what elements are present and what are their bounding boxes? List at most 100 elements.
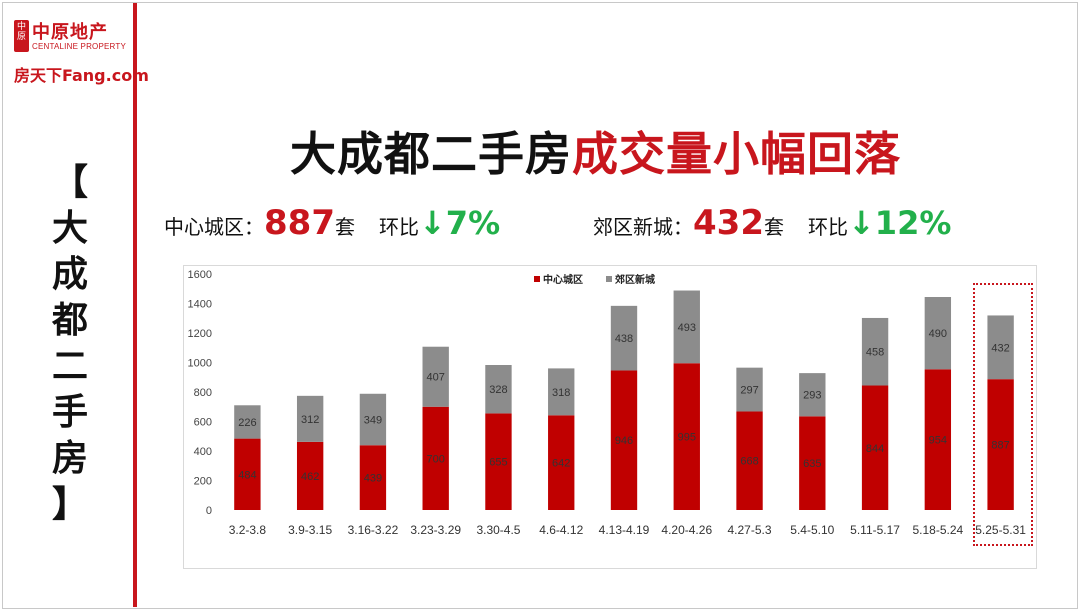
- y-tick-label: 1000: [188, 358, 212, 370]
- stat-suburb-mom-change: ↓12%: [847, 204, 952, 242]
- side-title-char: 大: [51, 208, 88, 249]
- bar-center: [234, 438, 261, 510]
- data-label-suburb: 226: [238, 417, 256, 429]
- y-tick-label: 1600: [188, 269, 212, 281]
- side-title-char: 房: [51, 438, 88, 479]
- fang-logo: 房天下Fang.com: [14, 66, 149, 85]
- data-label-center: 668: [740, 456, 758, 468]
- x-tick-label: 3.2-3.8: [229, 523, 267, 537]
- data-label-suburb: 493: [678, 322, 696, 334]
- data-label-suburb: 312: [301, 414, 319, 426]
- bar-suburb: [610, 305, 638, 371]
- bar-center: [673, 363, 700, 510]
- bar-suburb: [296, 395, 324, 442]
- centaline-name-en: CENTALINE PROPERTY: [32, 42, 126, 51]
- stat-suburb-unit: 套: [763, 215, 784, 239]
- y-tick-label: 400: [194, 446, 212, 458]
- x-tick-label: 4.27-5.3: [728, 523, 772, 537]
- side-title-char: 成: [51, 254, 88, 295]
- bar-center: [610, 370, 638, 510]
- bar-center: [296, 441, 324, 510]
- x-tick-label: 4.6-4.12: [539, 523, 583, 537]
- y-tick-label: 200: [194, 476, 212, 488]
- data-label-center: 844: [866, 443, 884, 455]
- legend-swatch-center: [534, 276, 540, 282]
- x-tick-label: 5.25-5.31: [975, 523, 1026, 537]
- x-tick-label: 3.9-3.15: [288, 523, 332, 537]
- stat-suburb-label: 郊区新城：: [593, 215, 693, 239]
- side-title-char: 都: [51, 300, 88, 341]
- page-title: 大成都二手房成交量小幅回落: [290, 118, 901, 184]
- data-label-suburb: 407: [427, 372, 445, 384]
- x-tick-label: 4.13-4.19: [599, 523, 650, 537]
- side-title-char: 二: [51, 346, 88, 387]
- bar-suburb: [234, 405, 261, 439]
- bar-center: [422, 406, 449, 510]
- side-title-char: 】: [51, 484, 88, 525]
- data-label-center: 484: [238, 469, 256, 481]
- centaline-badge-icon: 中原: [14, 20, 29, 52]
- data-label-suburb: 490: [929, 328, 947, 340]
- stat-center: 中心城区：887套 环比↓7%: [164, 203, 500, 243]
- x-tick-label: 3.30-4.5: [476, 523, 520, 537]
- data-label-suburb: 349: [364, 415, 382, 427]
- bar-suburb: [924, 297, 952, 370]
- bar-suburb: [799, 373, 826, 417]
- stat-center-value: 887: [264, 203, 335, 243]
- data-label-suburb: 318: [552, 387, 570, 399]
- legend-swatch-suburb: [606, 276, 612, 282]
- data-label-suburb: 432: [991, 342, 1009, 354]
- bar-center: [987, 379, 1014, 510]
- data-label-center: 995: [678, 432, 696, 444]
- bar-center: [799, 416, 826, 510]
- bar-center: [924, 369, 952, 510]
- data-label-suburb: 458: [866, 347, 884, 359]
- x-tick-label: 5.11-5.17: [850, 523, 900, 537]
- bar-suburb: [359, 393, 387, 446]
- bar-center: [736, 411, 763, 510]
- stat-center-mom-change: ↓7%: [418, 204, 501, 242]
- legend-label-center: 中心城区: [543, 273, 583, 286]
- bar-center: [485, 413, 512, 510]
- side-title: 【 大 成 都 二 手 房 】: [50, 160, 90, 528]
- bar-suburb: [422, 346, 449, 407]
- x-tick-label: 4.20-4.26: [661, 523, 712, 537]
- data-label-center: 439: [364, 473, 382, 485]
- bar-suburb: [485, 365, 512, 414]
- y-tick-label: 1400: [188, 299, 212, 311]
- x-tick-label: 3.16-3.22: [348, 523, 399, 537]
- y-tick-label: 800: [194, 387, 212, 399]
- side-title-char: 【: [51, 162, 88, 203]
- bar-suburb: [861, 317, 889, 386]
- y-tick-label: 0: [206, 505, 212, 517]
- y-tick-label: 1200: [188, 328, 212, 340]
- data-label-center: 655: [489, 457, 507, 469]
- data-label-center: 462: [301, 471, 319, 483]
- data-label-center: 635: [803, 458, 821, 470]
- stacked-bar-chart: 0 200 400 600 800 1000 1200 1400 1600 484 226 3.2-3…: [188, 269, 1027, 537]
- bar-suburb: [548, 368, 575, 416]
- x-tick-label: 5.18-5.24: [912, 523, 963, 537]
- data-label-center: 700: [427, 453, 445, 465]
- chart-container: 0 200 400 600 800 1000 1200 1400 1600 484 226 3.2-3…: [183, 265, 1037, 569]
- bar-suburb: [736, 367, 763, 412]
- data-label-center: 946: [615, 435, 633, 447]
- stat-center-label: 中心城区：: [164, 215, 264, 239]
- stat-center-unit: 套: [334, 215, 355, 239]
- data-label-suburb: 328: [489, 384, 507, 396]
- centaline-name-cn: 中原地产: [32, 22, 108, 43]
- bar-center: [548, 415, 575, 510]
- x-tick-label: 5.4-5.10: [790, 523, 834, 537]
- bar-center: [359, 445, 387, 510]
- stat-center-mom-label: 环比: [378, 215, 419, 239]
- stat-suburb-mom-label: 环比: [807, 215, 848, 239]
- title-red-part: 成交量小幅回落: [572, 127, 901, 181]
- title-black-part: 大成都二手房: [290, 127, 572, 181]
- centaline-logo: 中原 中原地产 CENTALINE PROPERTY: [14, 18, 129, 58]
- data-label-suburb: 438: [615, 333, 633, 345]
- bar-suburb: [987, 315, 1014, 380]
- y-tick-label: 600: [194, 417, 212, 429]
- latest-week-highlight: [973, 283, 1033, 546]
- data-label-suburb: 297: [740, 385, 758, 397]
